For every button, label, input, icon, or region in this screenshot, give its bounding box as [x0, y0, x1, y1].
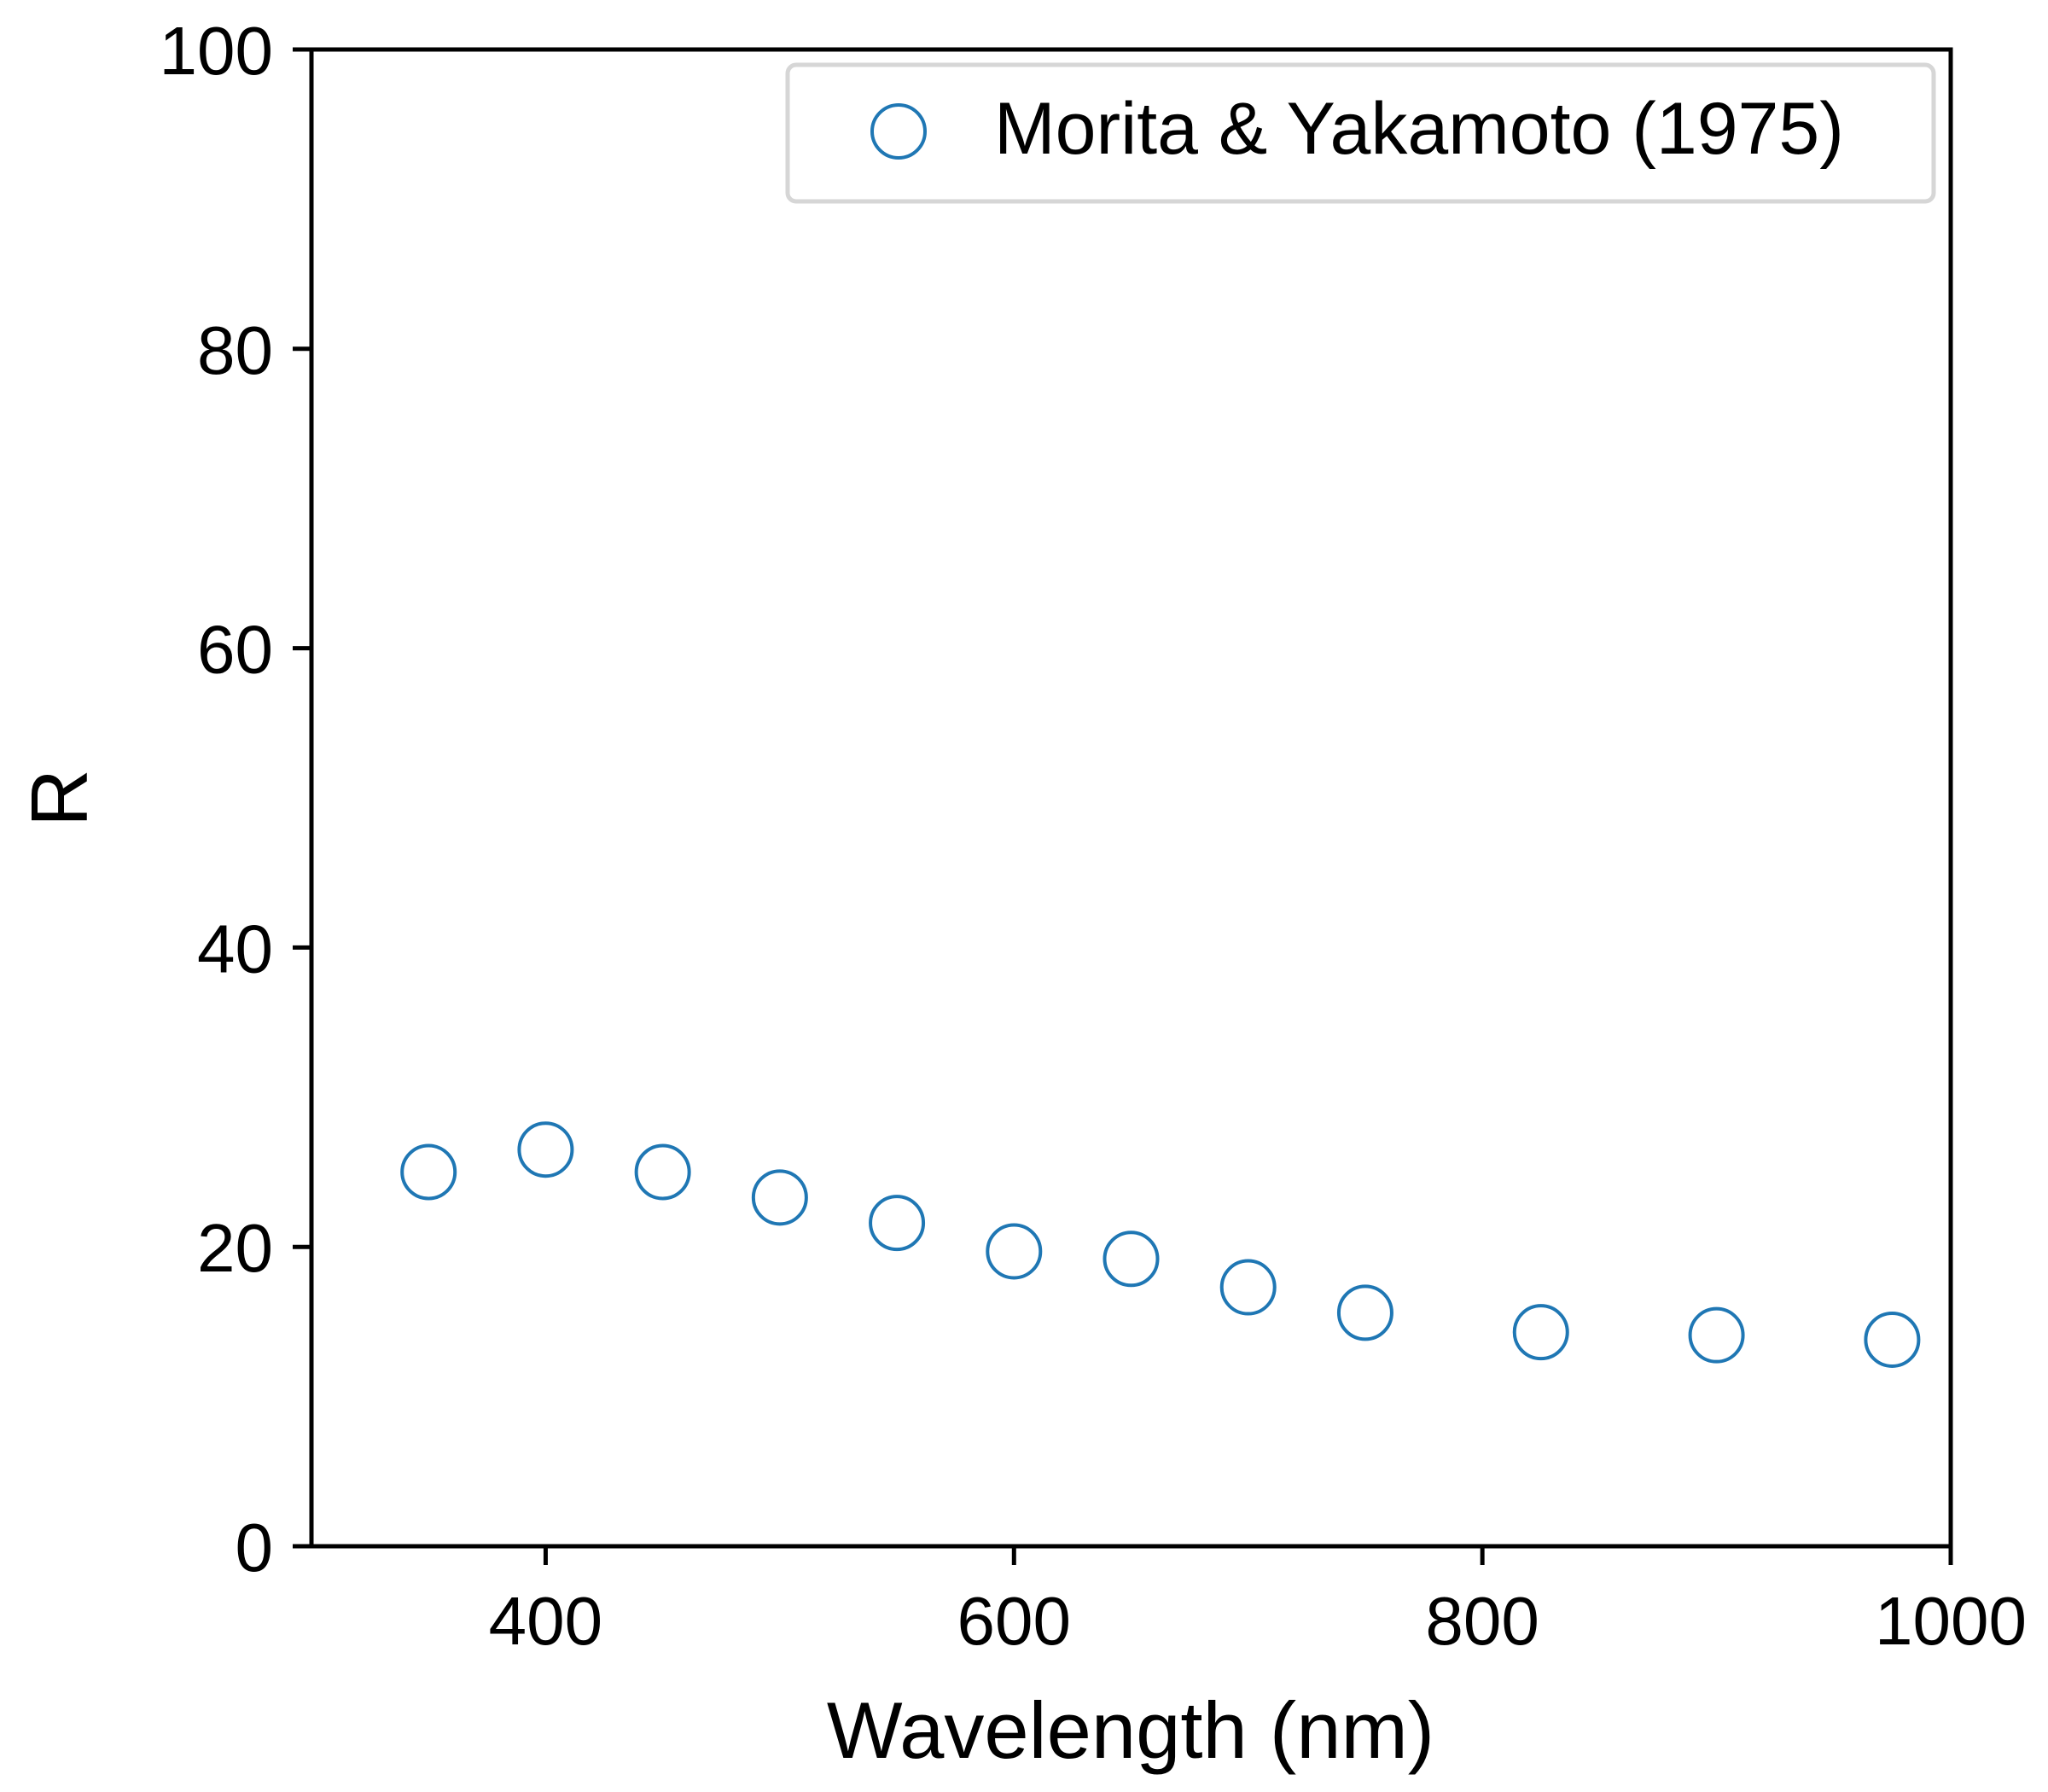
data-point: [1222, 1261, 1275, 1314]
x-tick-label: 600: [957, 1583, 1071, 1659]
data-point: [753, 1171, 806, 1224]
data-point: [637, 1146, 689, 1199]
y-tick-label: 0: [236, 1510, 274, 1585]
legend: Morita & Yakamoto (1975): [788, 65, 1934, 201]
y-axis-label: R: [15, 769, 104, 827]
data-point: [1105, 1232, 1158, 1285]
plot-area: [311, 49, 1951, 1546]
x-tick-label: 1000: [1875, 1583, 2027, 1659]
legend-entry-label: Morita & Yakamoto (1975): [994, 88, 1844, 170]
axes-frame: [311, 49, 1951, 1546]
y-axis: 0 20 40 60 80 100: [160, 13, 311, 1585]
data-series: [402, 1123, 1918, 1366]
x-axis-label: Wavelength (nm): [827, 1685, 1434, 1775]
y-tick-label: 60: [197, 612, 273, 688]
data-point: [870, 1196, 923, 1249]
data-point: [1865, 1313, 1918, 1366]
y-tick-label: 80: [197, 312, 273, 388]
data-point: [1515, 1306, 1568, 1359]
data-point: [1690, 1309, 1743, 1362]
y-tick-label: 40: [197, 911, 273, 986]
data-point: [519, 1123, 572, 1176]
data-point: [987, 1225, 1040, 1277]
data-point: [1339, 1286, 1392, 1339]
x-tick-label: 800: [1425, 1583, 1539, 1659]
x-tick-label: 400: [489, 1583, 602, 1659]
y-tick-label: 20: [197, 1210, 273, 1286]
x-axis: 400 600 800 1000: [489, 1546, 2027, 1659]
data-point: [402, 1146, 455, 1199]
y-tick-label: 100: [160, 13, 273, 89]
